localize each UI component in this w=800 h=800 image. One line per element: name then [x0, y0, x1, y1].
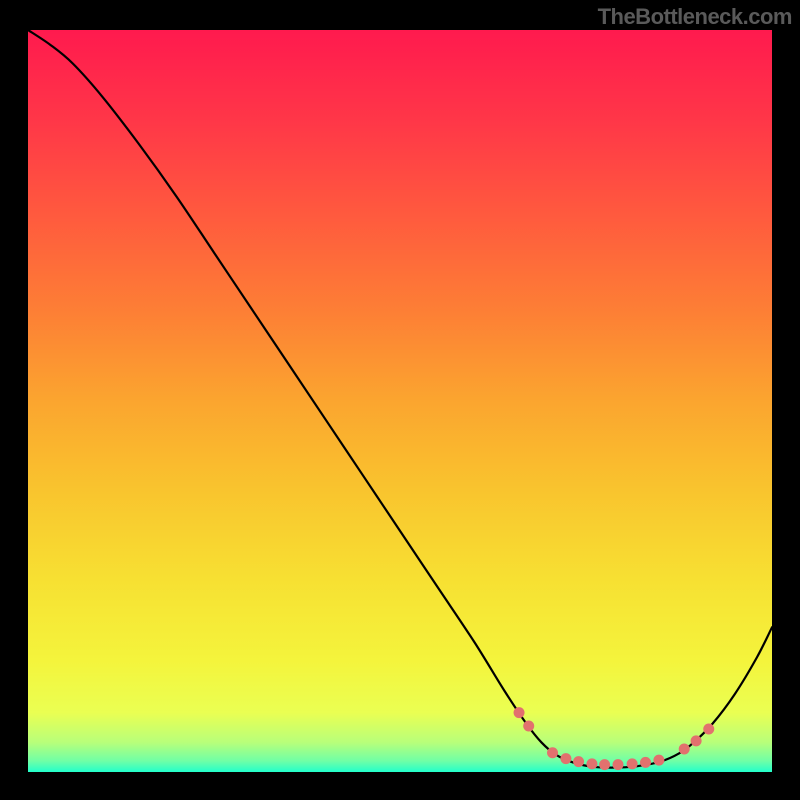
chart-stage: TheBottleneck.com	[0, 0, 800, 800]
watermark-text: TheBottleneck.com	[598, 4, 792, 30]
marker-point	[523, 720, 534, 731]
marker-point	[586, 758, 597, 769]
marker-point	[612, 759, 623, 770]
marker-point	[560, 753, 571, 764]
marker-point	[547, 747, 558, 758]
marker-point	[679, 743, 690, 754]
marker-point	[691, 735, 702, 746]
marker-point	[640, 757, 651, 768]
chart-background	[28, 30, 772, 772]
marker-point	[653, 755, 664, 766]
marker-point	[627, 758, 638, 769]
marker-point	[514, 707, 525, 718]
marker-point	[703, 723, 714, 734]
chart-plot-area	[28, 30, 772, 772]
marker-point	[599, 759, 610, 770]
marker-point	[573, 756, 584, 767]
chart-svg	[28, 30, 772, 772]
